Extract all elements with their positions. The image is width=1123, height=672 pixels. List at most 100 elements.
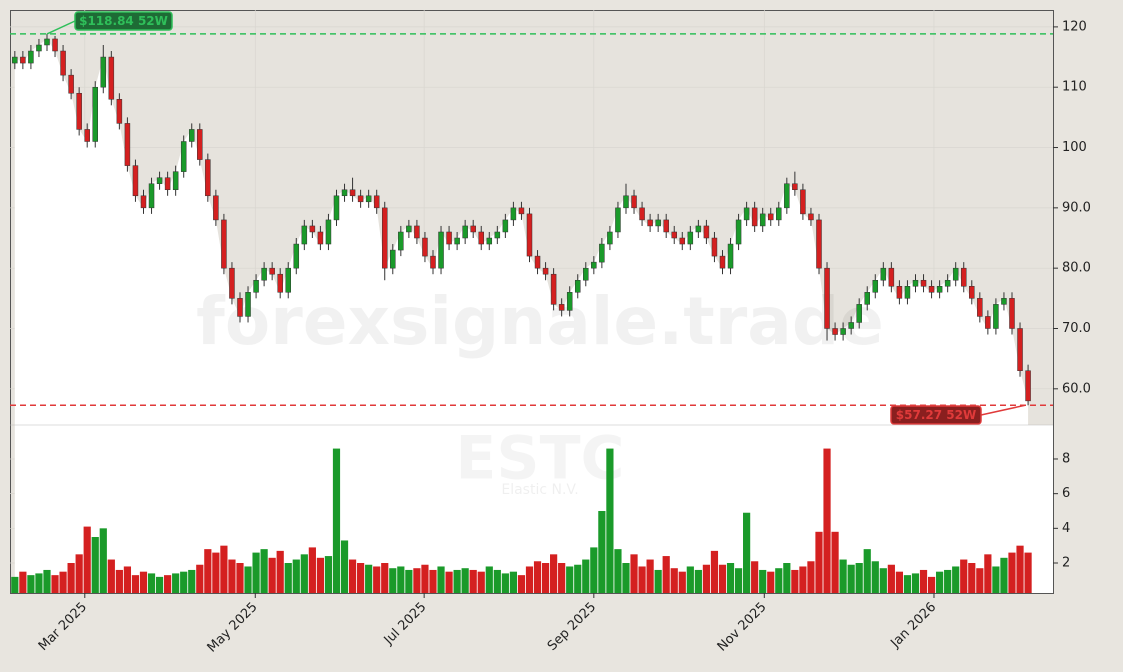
- candle-body: [687, 231, 694, 245]
- volume-bar: [887, 564, 895, 593]
- candle-body: [245, 292, 251, 317]
- candle-body: [357, 195, 364, 203]
- candle-body: [454, 237, 460, 245]
- candle-body: [1001, 298, 1007, 305]
- x-tick-label: Nov 2025: [715, 600, 770, 655]
- candle-body: [1017, 328, 1023, 371]
- volume-tick-label: 8: [1062, 451, 1070, 466]
- volume-bar: [694, 569, 702, 593]
- candle-body: [365, 195, 372, 203]
- candle-body: [510, 207, 517, 221]
- candle-body: [1025, 370, 1031, 402]
- candle-body: [574, 279, 581, 293]
- volume-bar: [421, 564, 429, 593]
- volume-bar: [976, 568, 984, 593]
- candle-body: [615, 207, 621, 233]
- x-tick-label: May 2025: [205, 600, 261, 656]
- candle-body: [52, 38, 58, 52]
- candle-body: [767, 213, 774, 221]
- candle-body: [719, 255, 726, 269]
- volume-bar: [614, 549, 622, 593]
- volume-bar: [919, 569, 928, 593]
- volume-bar: [944, 569, 952, 593]
- volume-bar: [598, 510, 606, 593]
- volume-bar: [405, 569, 413, 593]
- candle-body: [960, 267, 967, 287]
- volume-bar: [453, 569, 461, 593]
- candle-body: [156, 177, 163, 184]
- volume-bar: [662, 556, 670, 593]
- candle-body: [108, 56, 115, 100]
- candle-body: [390, 249, 396, 269]
- volume-bar: [147, 573, 156, 593]
- price-area: [14, 38, 1054, 593]
- volume-bar: [558, 563, 566, 593]
- candle-body: [623, 195, 629, 209]
- candle-body: [172, 171, 179, 191]
- volume-bar: [172, 573, 180, 593]
- volume-bar: [123, 566, 132, 593]
- volume-bar: [397, 566, 405, 593]
- candle-body: [148, 183, 155, 209]
- candle-body: [325, 219, 332, 245]
- volume-bar: [212, 552, 220, 593]
- candle-body: [341, 189, 348, 197]
- volume-bar: [783, 563, 791, 593]
- volume-bar: [429, 569, 437, 593]
- volume-tick-label: 6: [1062, 486, 1070, 501]
- candle-body: [864, 292, 870, 305]
- candle-body: [751, 207, 758, 227]
- candle-body: [333, 195, 340, 221]
- volume-bar: [606, 448, 614, 593]
- volume-bar: [807, 561, 815, 593]
- candle-body: [76, 92, 82, 130]
- volume-bar: [220, 545, 228, 593]
- volume-bar: [477, 571, 485, 593]
- volume-bar: [654, 569, 662, 593]
- candle-body: [164, 177, 171, 191]
- volume-bar: [847, 564, 855, 593]
- candle-body: [816, 219, 822, 269]
- annotation-box: [74, 11, 173, 31]
- volume-bar: [726, 563, 735, 593]
- candle-body: [856, 304, 862, 323]
- candle-body: [1009, 298, 1015, 329]
- candle-body: [703, 225, 710, 239]
- volume-bar: [509, 571, 518, 593]
- volume-bar: [517, 575, 526, 593]
- candle-body: [985, 316, 991, 329]
- volume-bar: [823, 448, 831, 593]
- candle-body: [526, 213, 533, 257]
- candle-body: [727, 243, 734, 269]
- candle-body: [599, 243, 605, 263]
- candle-body: [808, 213, 814, 221]
- volume-bar: [357, 563, 365, 593]
- candle-body: [84, 129, 90, 142]
- candle-body: [647, 219, 653, 227]
- volume-bar: [1016, 545, 1024, 593]
- volume-bar: [541, 563, 550, 593]
- volume-bar: [775, 568, 783, 593]
- candle-body: [735, 219, 742, 245]
- volume-bar: [35, 573, 43, 593]
- volume-bar: [501, 573, 509, 593]
- volume-bar: [550, 554, 558, 593]
- candle-body: [928, 286, 935, 293]
- volume-bar: [622, 563, 630, 593]
- volume-bar: [139, 571, 148, 593]
- volume-bar: [670, 568, 678, 593]
- candle-body: [301, 225, 308, 245]
- volume-bar: [244, 566, 252, 593]
- volume-bar: [863, 549, 871, 593]
- volume-bar: [308, 547, 316, 593]
- volume-bar: [445, 571, 453, 593]
- candle-body: [518, 207, 525, 215]
- x-tick-label: Jan 2026: [887, 600, 939, 652]
- watermark-symbol: ESTC: [455, 424, 624, 494]
- volume-bar: [927, 576, 936, 593]
- candle-body: [784, 183, 790, 209]
- watermark-company: Elastic N.V.: [501, 482, 578, 498]
- candle-body: [349, 189, 356, 197]
- candle-body: [534, 255, 541, 269]
